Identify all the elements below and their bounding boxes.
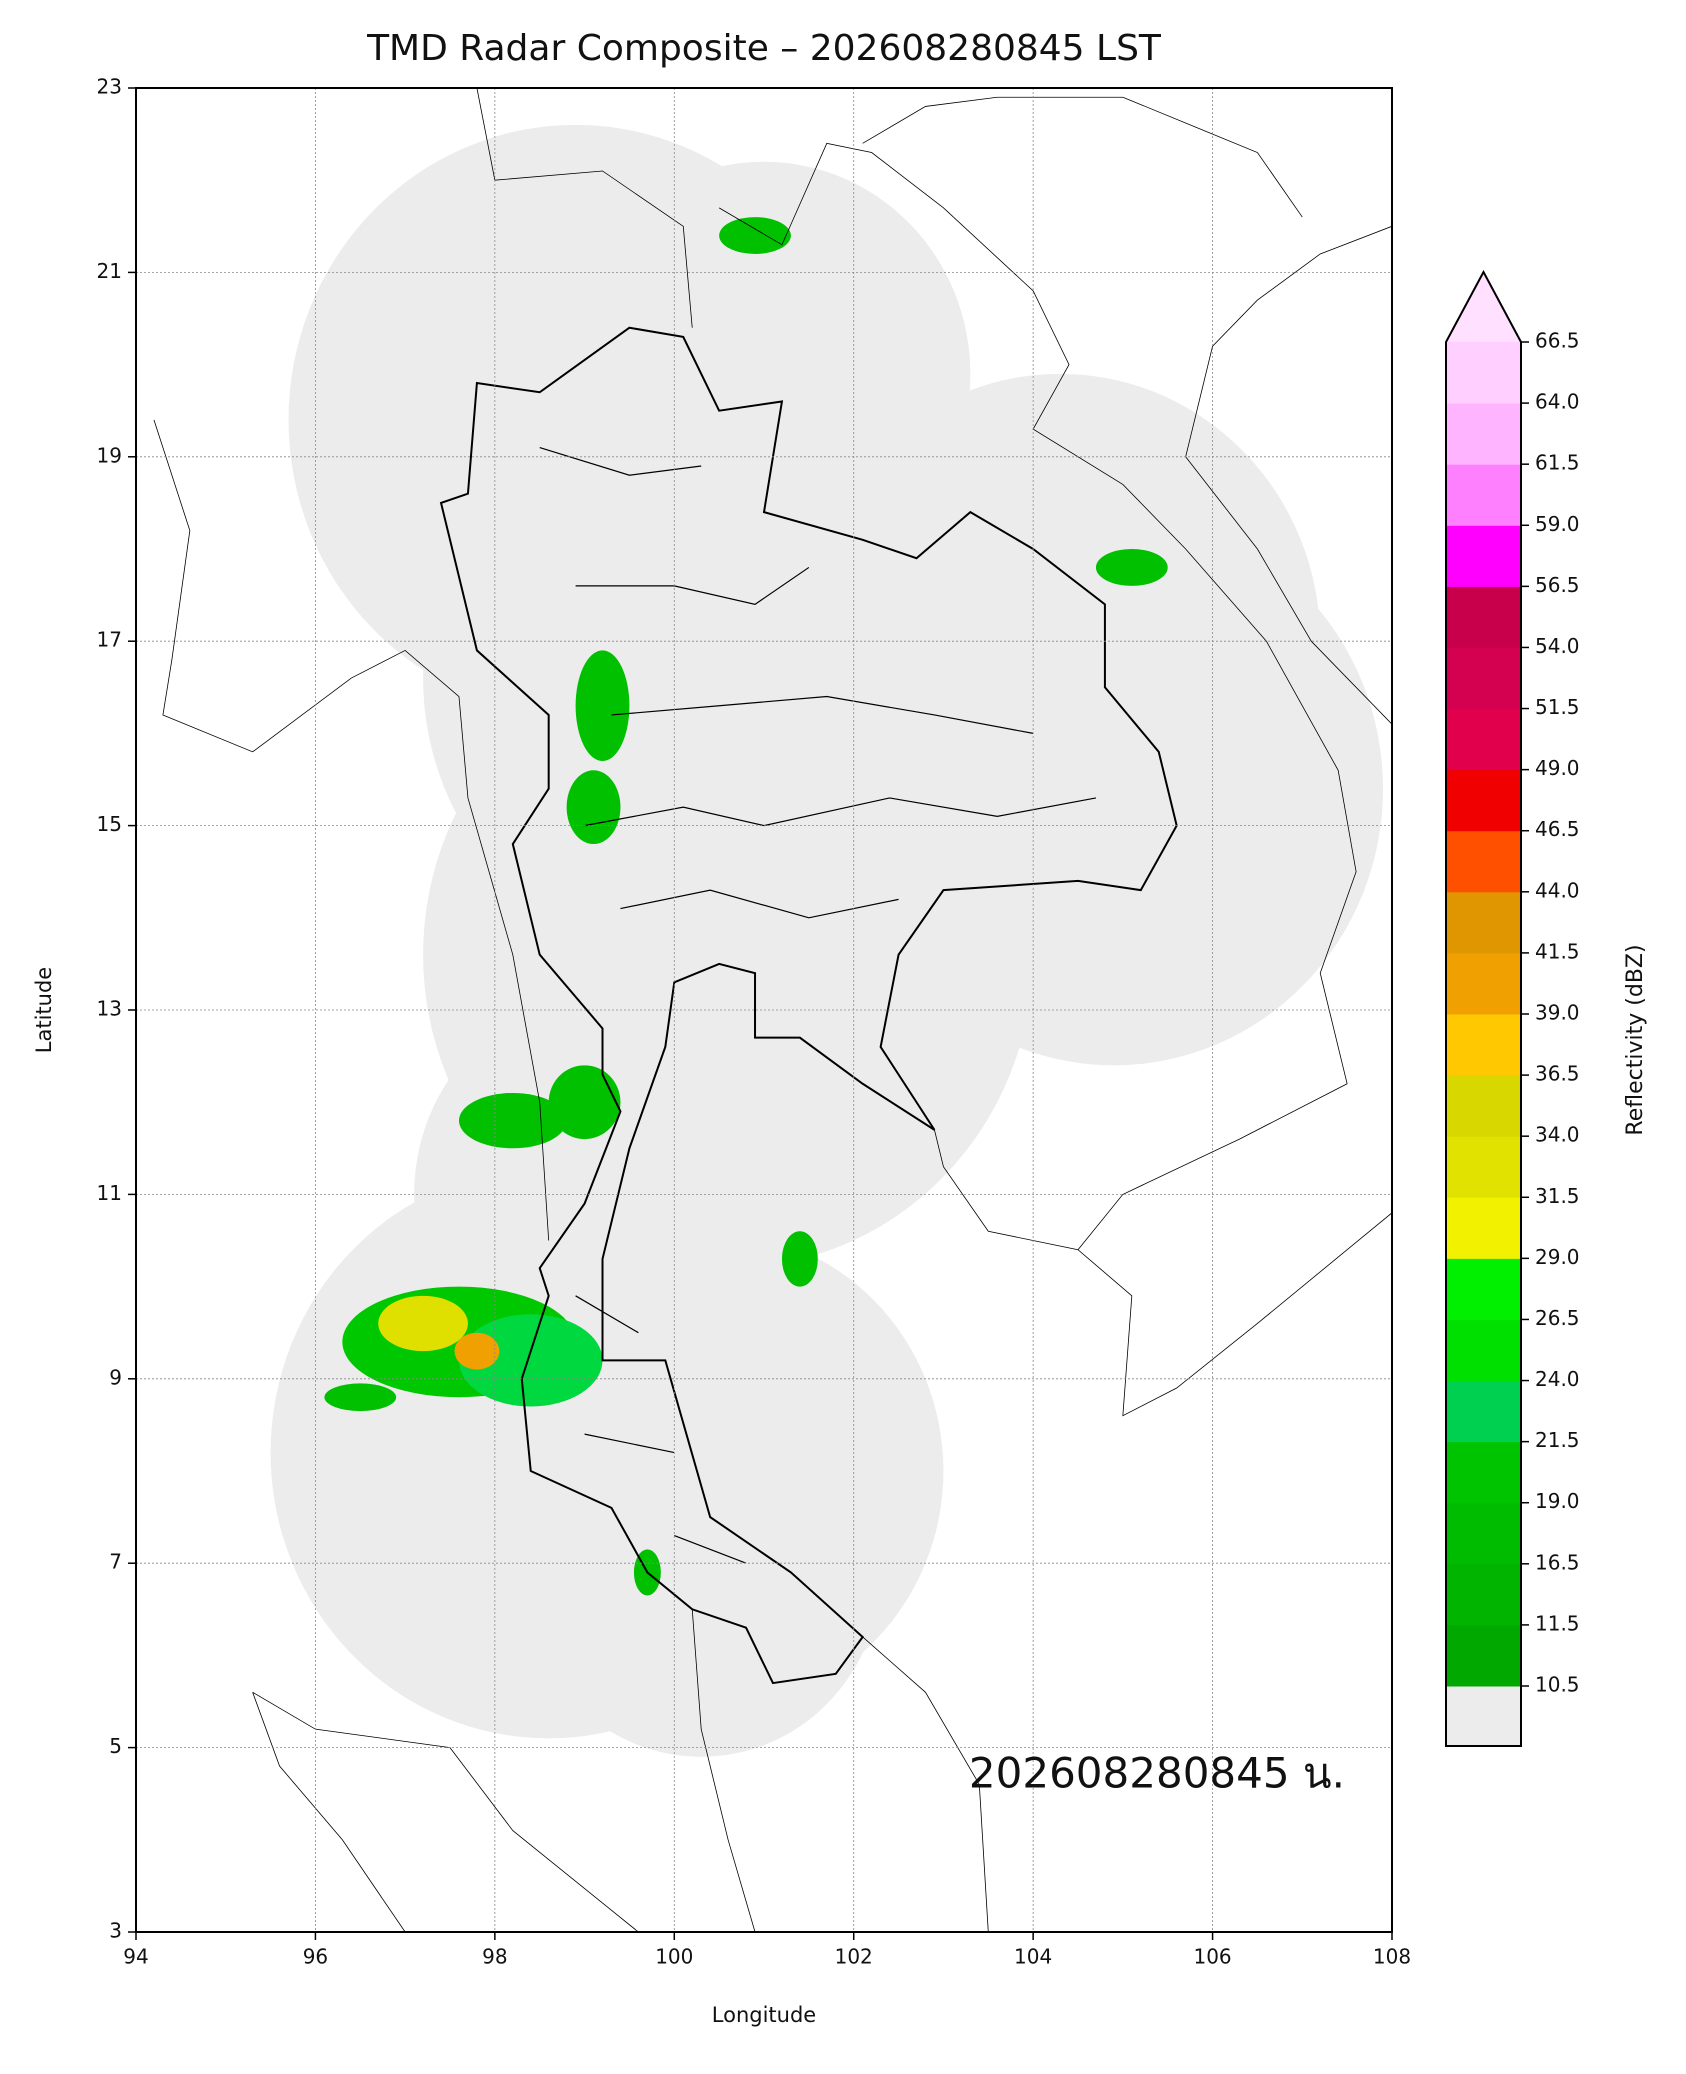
timestamp-annotation: 202608280845 น. (969, 1749, 1345, 1798)
colorbar-band (1446, 769, 1521, 832)
colorbar-tick-label: 46.5 (1535, 817, 1580, 841)
borders (154, 88, 1392, 1932)
x-tick-label: 108 (1373, 1945, 1411, 1969)
colorbar-band (1446, 1502, 1521, 1565)
y-tick-label: 9 (109, 1365, 122, 1389)
colorbar-extend (1446, 272, 1521, 342)
x-tick-label: 94 (123, 1945, 148, 1969)
colorbar-tick-label: 26.5 (1535, 1306, 1580, 1330)
colorbar-under (1446, 1686, 1521, 1746)
colorbar-tick-label: 51.5 (1535, 695, 1580, 719)
colorbar-tick-label: 56.5 (1535, 573, 1580, 597)
y-tick-label: 13 (97, 997, 122, 1021)
colorbar-tick-label: 61.5 (1535, 451, 1580, 475)
colorbar-tick-label: 54.0 (1535, 634, 1580, 658)
y-tick-label: 7 (109, 1550, 122, 1574)
colorbar-tick-label: 11.5 (1535, 1611, 1580, 1635)
colorbar-tick-label: 66.5 (1535, 329, 1580, 353)
colorbar-tick-label: 24.0 (1535, 1367, 1580, 1391)
colorbar-tick-label: 44.0 (1535, 878, 1580, 902)
colorbar-tick-label: 39.0 (1535, 1001, 1580, 1025)
colorbar-band (1446, 464, 1521, 526)
colorbar-tick-label: 59.0 (1535, 512, 1580, 536)
colorbar-band (1446, 1624, 1521, 1687)
colorbar-band (1446, 952, 1521, 1015)
colorbar-tick-label: 41.5 (1535, 939, 1580, 963)
y-tick-label: 19 (97, 443, 122, 467)
y-tick-label: 21 (97, 259, 122, 283)
colorbar-band (1446, 342, 1521, 404)
colorbar-tick-label: 49.0 (1535, 756, 1580, 780)
colorbar-band (1446, 1075, 1521, 1137)
colorbar-outline (1445, 269, 1522, 1747)
colorbar-band (1446, 891, 1521, 954)
colorbar-band (1446, 1136, 1521, 1198)
x-tick-label: 104 (1014, 1945, 1052, 1969)
colorbar-label: Reflectivity (dBZ) (1623, 944, 1648, 1135)
colorbar-tick-label: 29.0 (1535, 1245, 1580, 1269)
colorbar-tick-label: 64.0 (1535, 390, 1580, 414)
colorbar-band (1446, 1197, 1521, 1259)
colorbar-band (1446, 1014, 1521, 1076)
colorbar-band (1446, 1380, 1521, 1443)
colorbar-band (1446, 1563, 1521, 1626)
colorbar-band (1446, 403, 1521, 465)
colorbar-band (1446, 586, 1521, 648)
colorbar-band (1446, 525, 1521, 587)
y-axis-label: Latitude (32, 967, 56, 1053)
x-axis-label: Longitude (712, 2003, 816, 2027)
colorbar-tick-label: 16.5 (1535, 1550, 1580, 1574)
colorbar-tick-label: 34.0 (1535, 1123, 1580, 1147)
colorbar-band (1446, 830, 1521, 893)
y-tick-label: 11 (97, 1181, 122, 1205)
colorbar-band (1446, 708, 1521, 771)
colorbar-band (1446, 1319, 1521, 1382)
y-tick-label: 3 (109, 1919, 122, 1943)
y-tick-label: 15 (97, 812, 122, 836)
colorbar-tick-label: 31.5 (1535, 1184, 1580, 1208)
map-area (136, 88, 1392, 1932)
colorbar-tick-label: 36.5 (1535, 1062, 1580, 1086)
x-tick-label: 102 (835, 1945, 873, 1969)
projection (154, 88, 1392, 1932)
colorbar-band (1446, 1258, 1521, 1320)
colorbar-tick-label: 21.5 (1535, 1428, 1580, 1452)
y-tick-label: 5 (109, 1734, 122, 1758)
x-tick-label: 100 (655, 1945, 693, 1969)
radar-echoes (324, 217, 1168, 1596)
x-tick-label: 106 (1193, 1945, 1231, 1969)
chart-title: TMD Radar Composite – 202608280845 LST (366, 28, 1162, 69)
y-tick-label: 17 (97, 628, 122, 652)
colorbar-tick-label: 10.5 (1535, 1673, 1580, 1697)
colorbar-band (1446, 1441, 1521, 1504)
x-tick-label: 98 (482, 1945, 507, 1969)
colorbar-band (1446, 647, 1521, 710)
colorbar-tick-label: 19.0 (1535, 1489, 1580, 1513)
y-tick-label: 23 (97, 75, 122, 99)
x-tick-label: 96 (303, 1945, 328, 1969)
